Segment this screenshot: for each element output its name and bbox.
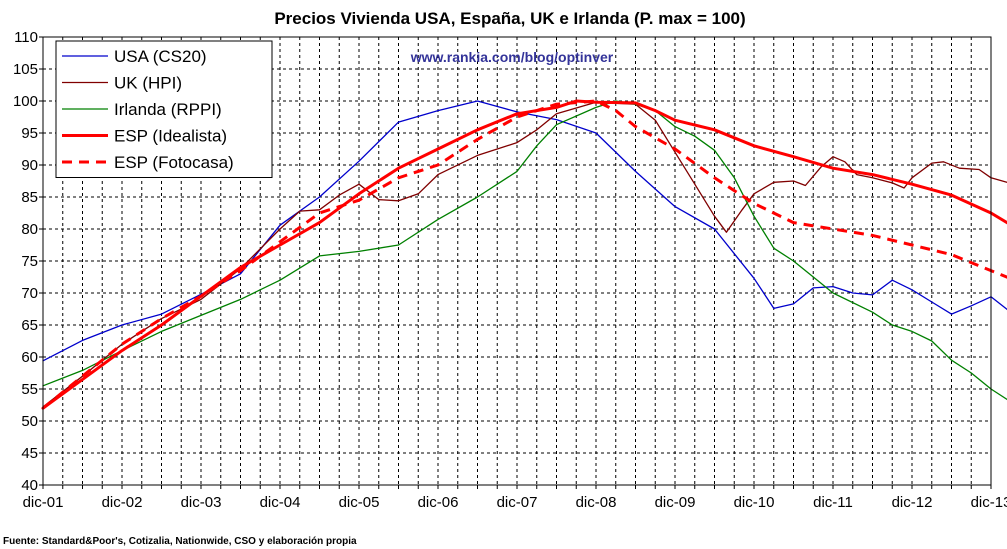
series-line-1 [42, 101, 1007, 408]
x-tick-label: dic-11 [813, 494, 853, 511]
y-tick-label: 70 [21, 285, 38, 302]
y-tick-label: 105 [13, 61, 38, 78]
series-line-2 [42, 100, 1007, 401]
y-tick-label: 100 [13, 93, 38, 110]
x-tick-label: dic-06 [418, 494, 459, 511]
y-tick-label: 65 [21, 317, 38, 334]
y-tick-label: 85 [21, 189, 38, 206]
x-tick-label: dic-02 [102, 494, 143, 511]
x-tick-label: dic-07 [497, 494, 538, 511]
y-tick-label: 75 [21, 253, 38, 270]
legend-label-3: ESP (Idealista) [114, 127, 227, 146]
x-tick-label: dic-08 [576, 494, 617, 511]
chart-title: Precios Vivienda USA, España, UK e Irlan… [274, 9, 745, 28]
x-tick-label: dic-04 [260, 494, 301, 511]
source-note: Fuente: Standard&Poor's, Cotizalia, Nati… [3, 536, 357, 547]
y-tick-label: 95 [21, 125, 38, 142]
y-axis-ticks: 40 45 50 55 60 65 70 75 80 85 90 95 100 105 110 [13, 29, 43, 494]
series-lines [41, 99, 1007, 410]
legend-label-1: UK (HPI) [114, 74, 182, 93]
legend-label-4: ESP (Fotocasa) [114, 153, 234, 172]
watermark-url: www.rankia.com/blog/optinver [410, 49, 614, 65]
y-tick-label: 90 [21, 157, 38, 174]
legend-label-2: Irlanda (RPPI) [114, 100, 222, 119]
plot-border [42, 36, 992, 486]
x-axis-ticks: dic-01 dic-02 dic-03 dic-04 dic-05 dic-06 dic-… [23, 485, 1007, 511]
y-tick-label: 45 [21, 445, 38, 462]
y-tick-label: 40 [21, 477, 38, 494]
x-tick-label: dic-12 [892, 494, 933, 511]
y-tick-label: 60 [21, 349, 38, 366]
series-line-4 [42, 99, 1007, 410]
x-tick-label: dic-09 [655, 494, 696, 511]
x-tick-label: dic-13 [971, 494, 1007, 511]
y-tick-label: 110 [14, 29, 38, 46]
y-tick-label: 55 [21, 381, 38, 398]
legend-label-0: USA (CS20) [114, 47, 207, 66]
x-tick-label: dic-10 [734, 494, 775, 511]
x-tick-label: dic-01 [23, 494, 64, 511]
x-tick-label: dic-05 [339, 494, 380, 511]
y-tick-label: 50 [21, 413, 38, 430]
y-tick-label: 80 [21, 221, 38, 238]
x-tick-label: dic-03 [181, 494, 222, 511]
legend: USA (CS20) UK (HPI) Irlanda (RPPI) ESP (Ide… [55, 40, 273, 178]
